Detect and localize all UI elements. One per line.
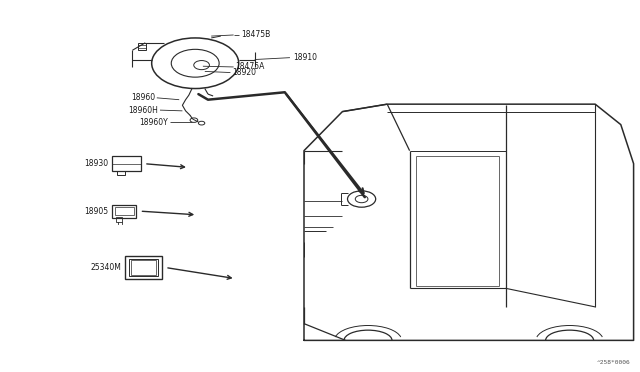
Text: 25340M: 25340M bbox=[91, 263, 122, 272]
Text: ^258*0006: ^258*0006 bbox=[596, 360, 630, 365]
Text: 18960: 18960 bbox=[131, 93, 156, 102]
Text: 18475A: 18475A bbox=[236, 62, 265, 71]
Text: 18475B: 18475B bbox=[241, 31, 271, 39]
Text: 18960Y: 18960Y bbox=[140, 118, 168, 126]
Text: 18930: 18930 bbox=[84, 159, 109, 168]
Text: 18920: 18920 bbox=[232, 68, 256, 77]
Text: 18960H: 18960H bbox=[128, 106, 158, 115]
Text: 18905: 18905 bbox=[84, 206, 109, 216]
Text: 18910: 18910 bbox=[293, 53, 317, 62]
